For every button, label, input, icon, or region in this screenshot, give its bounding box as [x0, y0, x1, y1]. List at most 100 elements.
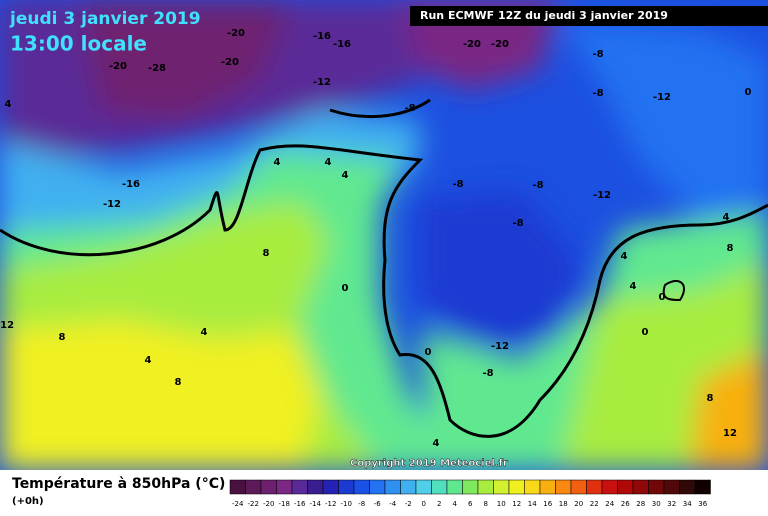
scale-label: -12 [325, 500, 336, 508]
scale-label: 28 [636, 500, 645, 508]
contour-label: -12 [593, 190, 611, 201]
scale-swatch [338, 479, 355, 495]
scale-label: 12 [512, 500, 521, 508]
contour-label: 4 [201, 327, 208, 338]
scale-label: 32 [667, 500, 676, 508]
scale-swatch [663, 479, 680, 495]
contour-label: -8 [512, 218, 523, 229]
contour-label: 0 [642, 327, 649, 338]
scale-swatch [508, 479, 525, 495]
contour-label: -8 [404, 103, 415, 114]
scale-swatch [384, 479, 401, 495]
contour-label: 0 [342, 283, 349, 294]
contour-label: 8 [59, 332, 66, 343]
scale-label: 18 [559, 500, 568, 508]
scale-label: 26 [621, 500, 630, 508]
contour-labels: -20 -28-20-20 -16-16-12-20 -20-8-8 -12 0-8-16… [0, 28, 752, 449]
contour-label: -16 [122, 179, 140, 190]
contour-label: -8 [452, 179, 463, 190]
color-scale: -24 -22 -20 -18 -16 -14 -12 -10 -8 -6 -4 -2 0 2 4 6 8 10 1… [229, 479, 711, 508]
scale-swatch [524, 479, 541, 495]
contour-label: -12 [0, 320, 14, 331]
contour-label: 4 [723, 212, 730, 223]
scale-swatch [431, 479, 448, 495]
scale-swatch [555, 479, 572, 495]
scale-label: 24 [605, 500, 614, 508]
scale-label: 16 [543, 500, 552, 508]
scale-label: -18 [279, 500, 290, 508]
contour-label: -8 [532, 180, 543, 191]
scale-swatch [601, 479, 618, 495]
scale-swatch [245, 479, 262, 495]
scale-label: 8 [484, 500, 488, 508]
legend-lead: (+0h) [12, 496, 44, 507]
contour-label: -16 [313, 31, 331, 42]
scale-swatch [694, 479, 711, 495]
contour-label: 0 [745, 87, 752, 98]
contour-label: -8 [482, 368, 493, 379]
contour-label: -20 [109, 61, 127, 72]
contour-label: 4 [145, 355, 152, 366]
time-label: 13:00 locale [10, 32, 147, 56]
scale-label: -20 [263, 500, 274, 508]
zero-isotherm [0, 144, 768, 438]
contour-label: 4 [630, 281, 637, 292]
scale-label: 36 [698, 500, 707, 508]
scale-swatch [307, 479, 324, 495]
scale-label: 2 [437, 500, 441, 508]
scale-swatch [617, 479, 634, 495]
scale-label: -16 [294, 500, 306, 508]
contour-label: 8 [707, 393, 714, 404]
scale-swatch [632, 479, 649, 495]
scale-label: -10 [341, 500, 352, 508]
scale-label: -4 [389, 500, 397, 508]
scale-swatch [477, 479, 494, 495]
contour-label: 0 [425, 347, 432, 358]
contour-label: 8 [263, 248, 270, 259]
contour-label: 4 [325, 157, 332, 168]
scale-swatch [229, 479, 246, 495]
scale-swatch [415, 479, 432, 495]
contour-label: -20 [491, 39, 509, 50]
contour-label: 8 [727, 243, 734, 254]
scale-label: 14 [528, 500, 537, 508]
contour-label: -20 [463, 39, 481, 50]
scale-swatch [493, 479, 510, 495]
scale-swatch [353, 479, 370, 495]
scale-swatch [586, 479, 603, 495]
contour-label: 12 [723, 428, 737, 439]
scale-label: 34 [683, 500, 692, 508]
scale-label: -8 [358, 500, 365, 508]
scale-label: -22 [248, 500, 259, 508]
scale-swatch [400, 479, 417, 495]
contour-label: -12 [103, 199, 121, 210]
scale-label: 20 [574, 500, 583, 508]
scale-label: -2 [405, 500, 412, 508]
scale-swatch [648, 479, 665, 495]
run-banner [410, 6, 768, 26]
temperature-field: -20 -28-20-20 -16-16-12-20 -20-8-8 -12 0-8-16… [0, 0, 768, 470]
scale-label: -14 [310, 500, 322, 508]
run-label: Run ECMWF 12Z du jeudi 3 janvier 2019 [420, 9, 668, 22]
scale-label: 0 [422, 500, 426, 508]
contour-label: -12 [491, 341, 509, 352]
scale-label: 10 [497, 500, 506, 508]
contour-label: 8 [175, 377, 182, 388]
scale-swatch [462, 479, 479, 495]
scale-label: 4 [453, 500, 458, 508]
contour-label: -8 [592, 88, 603, 99]
contour-label: 4 [5, 99, 12, 110]
scale-swatch [369, 479, 386, 495]
contour-label: -20 [221, 57, 239, 68]
zero-isotherm [329, 98, 431, 118]
scale-label: 22 [590, 500, 599, 508]
contour-label: -12 [653, 92, 671, 103]
scale-swatch [446, 479, 463, 495]
scale-swatch [322, 479, 339, 495]
copyright: Copyright 2019 Meteociel.fr [350, 458, 508, 469]
scale-label: -24 [232, 500, 244, 508]
contour-label: -16 [333, 39, 351, 50]
scale-swatch [539, 479, 556, 495]
